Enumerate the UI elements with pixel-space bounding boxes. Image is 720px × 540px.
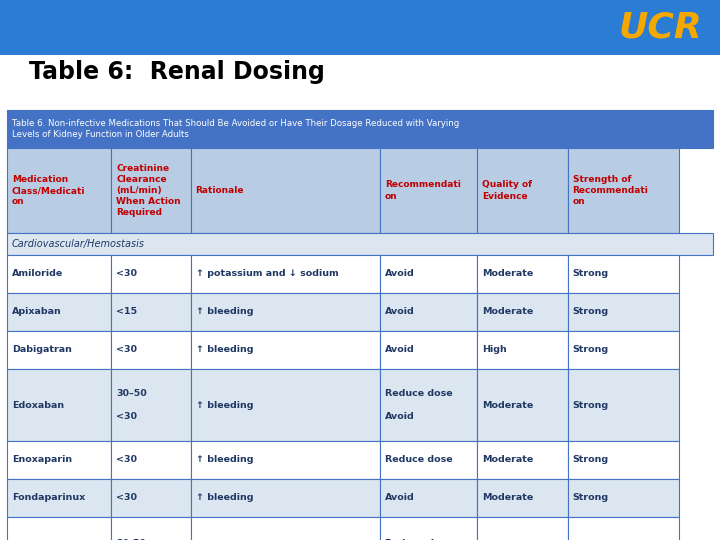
Bar	[7, 441, 112, 479]
Bar	[191, 148, 379, 233]
Bar	[191, 369, 379, 441]
Bar	[191, 441, 379, 479]
Bar	[567, 517, 679, 540]
Text: ↑ bleeding: ↑ bleeding	[196, 401, 253, 409]
Text: <30: <30	[117, 456, 138, 464]
Text: Reduce dose

Avoid: Reduce dose Avoid	[384, 389, 452, 421]
Bar	[567, 331, 679, 369]
Text: Moderate: Moderate	[482, 494, 534, 503]
Text: Reduce dose
Avoid: Reduce dose Avoid	[384, 539, 452, 540]
Bar	[112, 293, 191, 331]
Text: Rationale: Rationale	[196, 186, 244, 195]
Text: Strength of
Recommendati
on: Strength of Recommendati on	[572, 175, 649, 206]
Bar	[567, 479, 679, 517]
Text: Strong: Strong	[572, 269, 608, 279]
Bar	[379, 255, 477, 293]
Text: ↑ bleeding: ↑ bleeding	[196, 494, 253, 503]
Bar	[477, 517, 567, 540]
Bar	[477, 148, 567, 233]
Bar	[7, 293, 112, 331]
Bar	[477, 255, 567, 293]
Text: Avoid: Avoid	[384, 269, 415, 279]
Bar	[191, 331, 379, 369]
Text: ↑ bleeding: ↑ bleeding	[196, 456, 253, 464]
Bar	[0, 0, 720, 55]
Bar	[379, 441, 477, 479]
Bar	[7, 110, 713, 148]
Text: Apixaban: Apixaban	[12, 307, 62, 316]
Bar	[191, 255, 379, 293]
Text: <15: <15	[117, 307, 138, 316]
Text: Cardiovascular/Hemostasis: Cardiovascular/Hemostasis	[12, 239, 145, 249]
Bar	[477, 331, 567, 369]
Bar	[379, 293, 477, 331]
Text: Fondaparinux: Fondaparinux	[12, 494, 85, 503]
Bar	[191, 293, 379, 331]
Text: High: High	[482, 346, 507, 354]
Bar	[7, 331, 112, 369]
Bar	[477, 441, 567, 479]
Bar	[7, 233, 713, 255]
Text: <30: <30	[117, 269, 138, 279]
Text: Table 6:  Renal Dosing: Table 6: Renal Dosing	[29, 60, 325, 84]
Bar	[567, 255, 679, 293]
Bar	[112, 148, 191, 233]
Bar	[191, 479, 379, 517]
Text: Amiloride: Amiloride	[12, 269, 63, 279]
Text: <30: <30	[117, 494, 138, 503]
Text: Enoxaparin: Enoxaparin	[12, 456, 72, 464]
Text: Reduce dose: Reduce dose	[384, 456, 452, 464]
Bar	[112, 517, 191, 540]
Bar	[7, 479, 112, 517]
Text: Moderate: Moderate	[482, 307, 534, 316]
Text: Strong: Strong	[572, 456, 608, 464]
Text: Avoid: Avoid	[384, 494, 415, 503]
Bar	[7, 517, 112, 540]
Bar	[567, 441, 679, 479]
Text: Avoid: Avoid	[384, 346, 415, 354]
Bar	[379, 479, 477, 517]
Text: Moderate: Moderate	[482, 269, 534, 279]
Text: Creatinine
Clearance
(mL/min)
When Action
Required: Creatinine Clearance (mL/min) When Actio…	[117, 164, 181, 217]
Text: Strong: Strong	[572, 307, 608, 316]
Text: ↑ bleeding: ↑ bleeding	[196, 307, 253, 316]
Text: 30-50
<30: 30-50 <30	[117, 539, 146, 540]
Bar	[567, 148, 679, 233]
Text: Medication
Class/Medicati
on: Medication Class/Medicati on	[12, 175, 86, 206]
Text: Strong: Strong	[572, 346, 608, 354]
Bar	[379, 517, 477, 540]
Text: ↑ potassium and ↓ sodium: ↑ potassium and ↓ sodium	[196, 269, 338, 279]
Bar	[379, 331, 477, 369]
Bar	[112, 255, 191, 293]
Bar	[477, 479, 567, 517]
Bar	[112, 369, 191, 441]
Text: Quality of
Evidence: Quality of Evidence	[482, 180, 532, 200]
Bar	[112, 331, 191, 369]
Text: 30–50

<30: 30–50 <30	[117, 389, 147, 421]
Text: <30: <30	[117, 346, 138, 354]
Text: Moderate: Moderate	[482, 456, 534, 464]
Bar	[112, 479, 191, 517]
Bar	[567, 369, 679, 441]
Text: Strong: Strong	[572, 401, 608, 409]
Bar	[191, 517, 379, 540]
Text: Moderate: Moderate	[482, 401, 534, 409]
Bar	[379, 369, 477, 441]
Text: Table 6. Non-infective Medications That Should Be Avoided or Have Their Dosage R: Table 6. Non-infective Medications That …	[12, 119, 459, 139]
Text: Dabigatran: Dabigatran	[12, 346, 72, 354]
Text: Avoid: Avoid	[384, 307, 415, 316]
Bar	[477, 369, 567, 441]
Text: UCR: UCR	[618, 10, 702, 44]
Bar	[112, 441, 191, 479]
Bar	[7, 369, 112, 441]
Text: ↑ bleeding: ↑ bleeding	[196, 346, 253, 354]
Bar	[477, 293, 567, 331]
Bar	[567, 293, 679, 331]
Bar	[7, 255, 112, 293]
Bar	[379, 148, 477, 233]
Text: Strong: Strong	[572, 494, 608, 503]
Text: Edoxaban: Edoxaban	[12, 401, 64, 409]
Text: Recommendati
on: Recommendati on	[384, 180, 461, 200]
Bar	[7, 148, 112, 233]
